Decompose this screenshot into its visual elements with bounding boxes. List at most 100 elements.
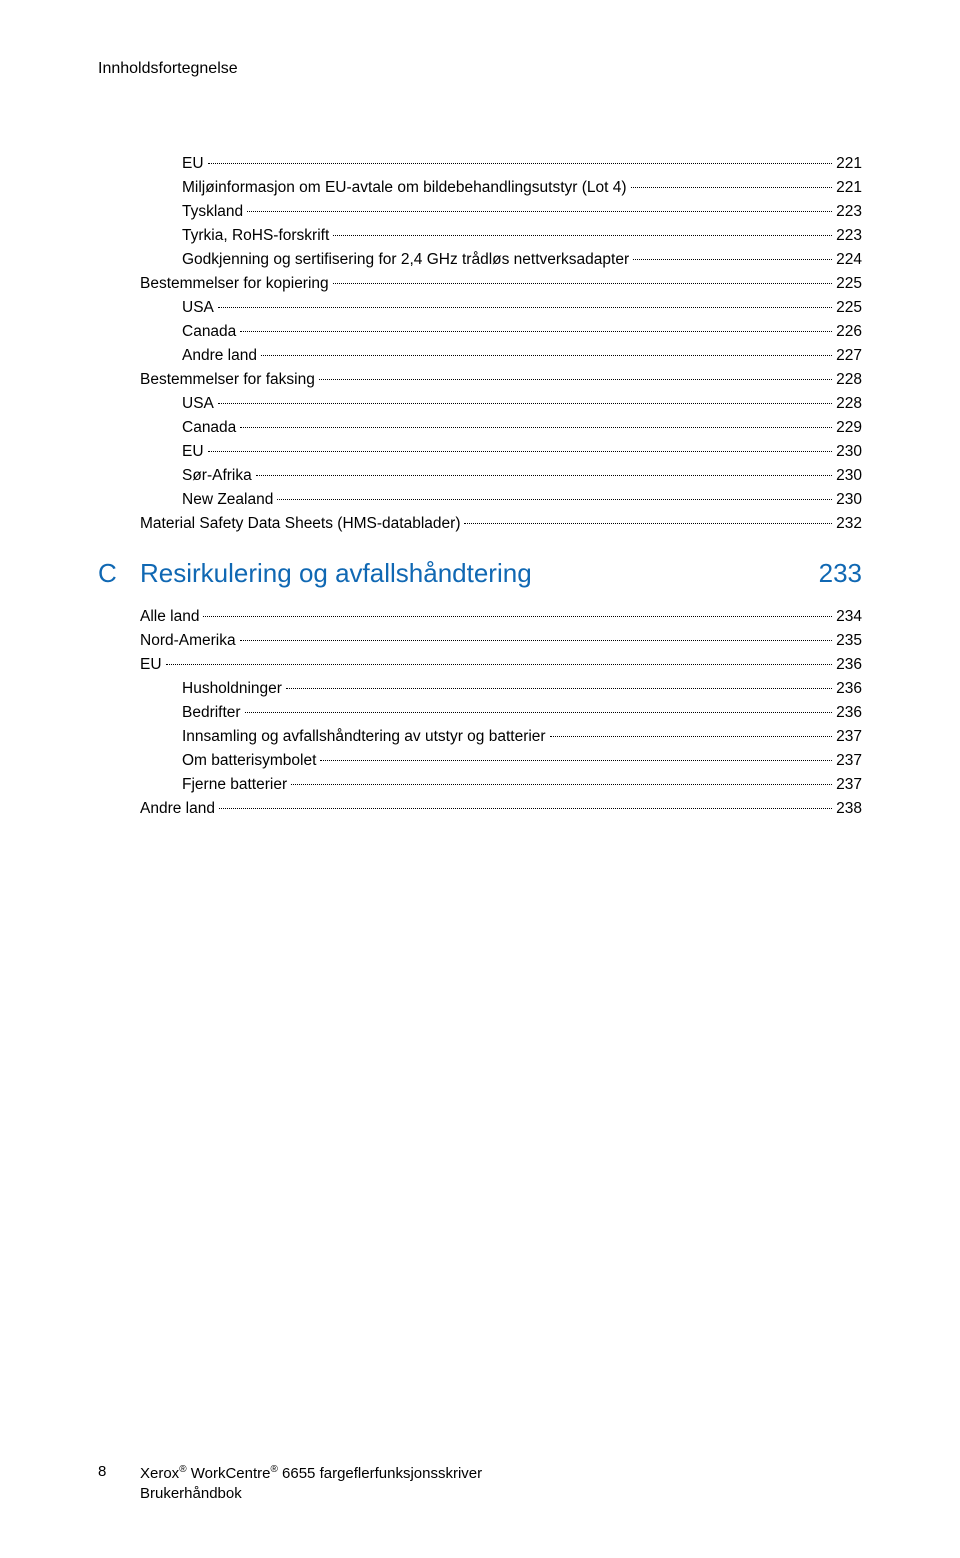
toc-entry-label: EU [182,152,204,176]
toc-entry-page: 224 [836,248,862,272]
toc-leader-dots [208,451,833,452]
toc-entry-page: 223 [836,200,862,224]
toc-leader-dots [631,187,833,188]
page-header-title: Innholdsfortegnelse [98,60,862,78]
toc-entry: Nord-Amerika 235 [98,629,862,653]
footer-line1-suffix: 6655 fargeflerfunksjonsskriver [278,1465,482,1482]
toc-entry-page: 221 [836,152,862,176]
toc-entry-label: Tyrkia, RoHS-forskrift [182,224,329,248]
toc-entry: Alle land234 [98,605,862,629]
toc-entry: EU 221 [98,152,862,176]
toc-entry: Andre land 238 [98,797,862,821]
toc-entry-label: Sør-Afrika [182,464,252,488]
toc-leader-dots [261,355,832,356]
toc-entry-page: 228 [836,392,862,416]
toc-entry: Tyskland 223 [98,200,862,224]
toc-entry: Bestemmelser for faksing 228 [98,368,862,392]
toc-leader-dots [240,331,832,332]
toc-leader-dots [245,712,833,713]
registered-icon: ® [270,1464,277,1475]
toc-entry-page: 230 [836,488,862,512]
toc-entry-page: 234 [836,605,862,629]
toc-entry: Om batterisymbolet237 [98,749,862,773]
toc-leader-dots [219,808,832,809]
toc-leader-dots [550,736,833,737]
toc-entry-page: 221 [836,176,862,200]
toc-entry: EU 236 [98,653,862,677]
toc-entry: Canada226 [98,320,862,344]
toc-entry: EU 230 [98,440,862,464]
toc-entry-page: 223 [836,224,862,248]
toc-entry-page: 230 [836,464,862,488]
toc-entry: Tyrkia, RoHS-forskrift 223 [98,224,862,248]
toc-entry-label: New Zealand [182,488,273,512]
toc-entry-label: USA [182,392,214,416]
toc-entry-label: Nord-Amerika [140,629,236,653]
toc-entry-page: 227 [836,344,862,368]
footer-line2: Brukerhåndbok [140,1485,242,1502]
toc-entry-page: 232 [836,512,862,536]
toc-leader-dots [218,307,832,308]
toc-entry-page: 228 [836,368,862,392]
toc-leader-dots [218,403,832,404]
toc-entry-label: EU [182,440,204,464]
toc-entry-label: Tyskland [182,200,243,224]
toc-entry-page: 235 [836,629,862,653]
toc-entry: Godkjenning og sertifisering for 2,4 GHz… [98,248,862,272]
toc-block-b: Alle land234Nord-Amerika 235 EU 236 Husholdn… [98,605,862,821]
toc-entry-label: Canada [182,416,236,440]
toc-block-a: EU 221 Miljøinformasjon om EU-avtale om bi… [98,152,862,536]
toc-entry-label: Andre land [182,344,257,368]
toc-entry-page: 237 [836,725,862,749]
toc-leader-dots [240,427,832,428]
toc-entry-label: USA [182,296,214,320]
toc-entry: Material Safety Data Sheets (HMS-databla… [98,512,862,536]
toc-entry-page: 225 [836,296,862,320]
toc-entry: Sør-Afrika 230 [98,464,862,488]
toc-entry-label: Husholdninger [182,677,282,701]
toc-entry-page: 238 [836,797,862,821]
toc-leader-dots [203,616,832,617]
toc-entry-label: EU [140,653,162,677]
page-footer: 8 Xerox® WorkCentre® 6655 fargeflerfunks… [98,1463,862,1505]
toc-entry-label: Material Safety Data Sheets (HMS-databla… [140,512,460,536]
toc-entry: Fjerne batterier237 [98,773,862,797]
toc-leader-dots [333,235,832,236]
toc-leader-dots [166,664,833,665]
toc-entry-page: 236 [836,701,862,725]
toc-entry-label: Canada [182,320,236,344]
toc-entry-page: 236 [836,677,862,701]
toc-entry-page: 237 [836,749,862,773]
toc-entry: New Zealand 230 [98,488,862,512]
toc-leader-dots [333,283,832,284]
toc-entry-page: 237 [836,773,862,797]
toc-leader-dots [633,259,832,260]
toc-leader-dots [240,640,833,641]
footer-page-number: 8 [98,1463,140,1480]
toc-entry: USA 228 [98,392,862,416]
footer-text: Xerox® WorkCentre® 6655 fargeflerfunksjo… [140,1463,862,1505]
toc-entry-label: Godkjenning og sertifisering for 2,4 GHz… [182,248,629,272]
toc-leader-dots [208,163,833,164]
toc-entry-label: Bestemmelser for kopiering [140,272,329,296]
toc-entry-page: 236 [836,653,862,677]
toc-entry-page: 229 [836,416,862,440]
toc-entry-page: 225 [836,272,862,296]
toc-leader-dots [319,379,832,380]
appendix-page: 233 [819,558,862,589]
toc-leader-dots [464,523,832,524]
appendix-row: C Resirkulering og avfallshåndtering 233 [98,558,862,589]
toc-leader-dots [277,499,832,500]
toc-entry-label: Innsamling og avfallshåndtering av utsty… [182,725,546,749]
toc-entry: Miljøinformasjon om EU-avtale om bildebe… [98,176,862,200]
toc-entry: USA 225 [98,296,862,320]
toc-entry-page: 230 [836,440,862,464]
toc-entry-label: Bestemmelser for faksing [140,368,315,392]
footer-line1-mid: WorkCentre [187,1465,271,1482]
toc-leader-dots [291,784,832,785]
toc-entry: Bestemmelser for kopiering 225 [98,272,862,296]
toc-entry-label: Miljøinformasjon om EU-avtale om bildebe… [182,176,627,200]
toc-entry: Andre land 227 [98,344,862,368]
toc-entry-label: Andre land [140,797,215,821]
footer-line1-prefix: Xerox [140,1465,179,1482]
